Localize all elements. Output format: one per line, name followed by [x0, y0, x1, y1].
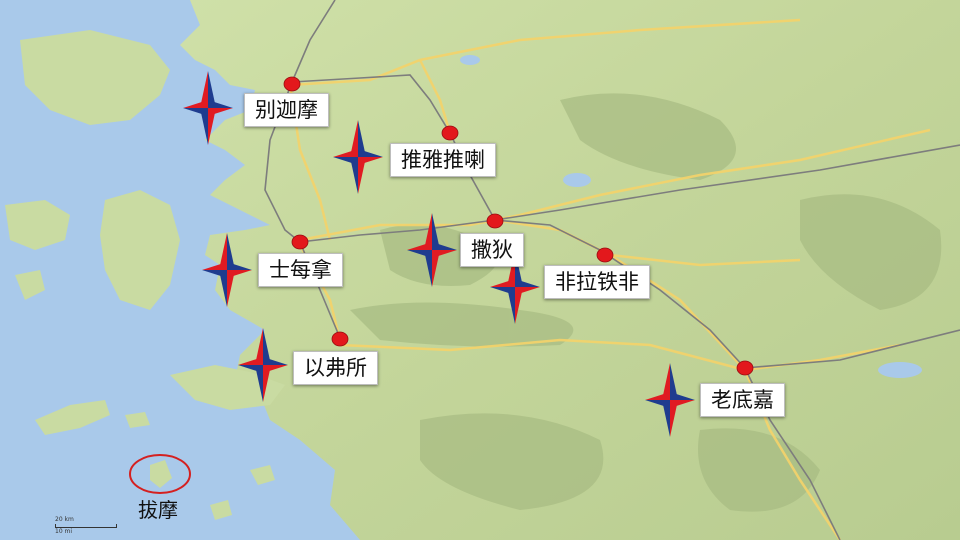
star-spike: [227, 233, 235, 270]
four-point-star-icon[interactable]: [333, 120, 383, 194]
star-spike: [255, 365, 263, 402]
star-spike: [670, 400, 678, 437]
island-ikaria: [35, 400, 110, 435]
patmos-circle[interactable]: [129, 454, 191, 494]
four-point-star-icon[interactable]: [490, 250, 540, 324]
island-fourni: [125, 412, 150, 428]
star-spike: [662, 400, 670, 437]
star-spike: [515, 287, 523, 324]
star-spike: [432, 213, 440, 250]
star-spike: [183, 100, 208, 108]
star-spike: [645, 400, 670, 408]
star-spike: [208, 100, 233, 108]
star-spike: [263, 357, 288, 365]
star-spike: [515, 279, 540, 287]
star-spike: [407, 250, 432, 258]
star-spike: [432, 242, 457, 250]
star-spike: [358, 149, 383, 157]
city-label-ephesus[interactable]: 以弗所: [293, 351, 378, 385]
city-label-smyrna[interactable]: 士每拿: [258, 253, 343, 287]
star-spike: [227, 270, 235, 307]
star-spike: [358, 157, 383, 165]
star-spike: [424, 250, 432, 287]
star-spike: [202, 270, 227, 278]
city-dot-pergamum[interactable]: [283, 76, 301, 92]
map-scale: 20 km 10 mi: [55, 516, 117, 535]
star-spike: [219, 270, 227, 307]
four-point-star-icon[interactable]: [202, 233, 252, 307]
star-spike: [200, 71, 208, 108]
scale-km: 20 km: [55, 516, 74, 523]
lake: [563, 173, 591, 187]
star-spike: [333, 157, 358, 165]
island-chios: [100, 190, 180, 310]
star-spike: [670, 363, 678, 400]
star-spike: [670, 400, 695, 408]
island-south: [250, 465, 275, 485]
star-spike: [208, 108, 233, 116]
star-spike: [227, 262, 252, 270]
star-spike: [662, 363, 670, 400]
city-dot-ephesus[interactable]: [331, 331, 349, 347]
island-leros: [210, 500, 232, 520]
scale-mi: 10 mi: [55, 528, 73, 535]
star-spike: [255, 328, 263, 365]
star-spike: [424, 213, 432, 250]
four-point-star-icon[interactable]: [238, 328, 288, 402]
star-spike: [350, 157, 358, 194]
star-spike: [333, 149, 358, 157]
island-psara: [15, 270, 45, 300]
star-spike: [263, 365, 288, 373]
star-spike: [490, 279, 515, 287]
city-label-philadelphia[interactable]: 非拉铁非: [544, 265, 650, 299]
city-label-sardis[interactable]: 撒狄: [460, 233, 524, 267]
star-spike: [507, 287, 515, 324]
city-dots: [283, 76, 754, 376]
star-spike: [490, 287, 515, 295]
four-point-star-icon[interactable]: [407, 213, 457, 287]
star-spike: [219, 233, 227, 270]
star-spike: [183, 108, 208, 116]
star-spike: [350, 120, 358, 157]
four-point-star-icon[interactable]: [645, 363, 695, 437]
lake: [460, 55, 480, 65]
star-spike: [432, 250, 457, 258]
star-spike: [208, 108, 216, 145]
star-spike: [202, 262, 227, 270]
scale-bar: [55, 524, 117, 528]
star-spike: [263, 328, 271, 365]
star-spike: [358, 120, 366, 157]
city-dot-smyrna[interactable]: [291, 234, 309, 250]
star-spike: [227, 270, 252, 278]
island-lesbos: [20, 30, 170, 125]
star-spike: [358, 157, 366, 194]
city-label-pergamum[interactable]: 别迦摩: [244, 93, 329, 127]
star-spike: [238, 365, 263, 373]
star-spike: [200, 108, 208, 145]
island-samos: [170, 365, 285, 410]
star-spike: [263, 365, 271, 402]
star-spike: [645, 392, 670, 400]
city-label-laodicea[interactable]: 老底嘉: [700, 383, 785, 417]
island-label-patmos: 拔摩: [138, 498, 178, 522]
star-spike: [407, 242, 432, 250]
island-patmos: [150, 460, 172, 488]
star-spike: [670, 392, 695, 400]
star-spike: [238, 357, 263, 365]
star-spike: [432, 250, 440, 287]
four-point-star-icon[interactable]: [183, 71, 233, 145]
island-west: [5, 200, 70, 250]
city-label-thyatira[interactable]: 推雅推喇: [390, 143, 496, 177]
city-dot-sardis[interactable]: [486, 213, 504, 229]
star-spike: [515, 287, 540, 295]
city-dot-laodicea[interactable]: [736, 360, 754, 376]
lake: [878, 362, 922, 378]
star-markers: [183, 71, 695, 437]
city-dot-philadelphia[interactable]: [596, 247, 614, 263]
city-dot-thyatira[interactable]: [441, 125, 459, 141]
star-spike: [208, 71, 216, 108]
